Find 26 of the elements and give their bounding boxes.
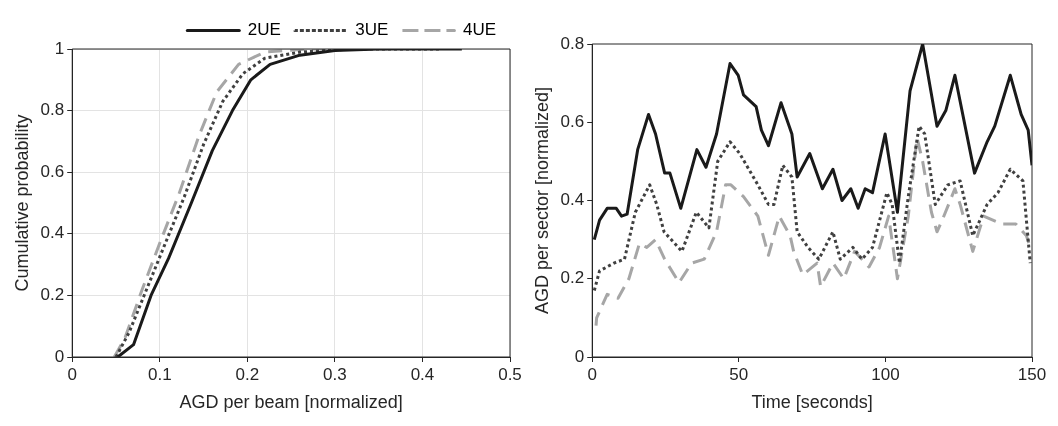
x-tick-label: 0.5 <box>498 364 522 384</box>
x-tick-label: 0.4 <box>410 364 435 384</box>
x-tick-label: 50 <box>729 364 749 384</box>
x-axis-title: AGD per beam [normalized] <box>179 392 403 413</box>
x-tick-label: 0.2 <box>235 364 260 384</box>
x-tick-label: 150 <box>1017 364 1047 384</box>
x-axis-title: Time [seconds] <box>751 392 873 413</box>
y-tick-label: 0.8 <box>40 100 65 120</box>
x-tick-label: 0.1 <box>147 364 172 384</box>
y-tick-label: 0.4 <box>40 223 65 243</box>
y-axis-title: AGD per sector [normalized] <box>531 86 552 315</box>
x-tick-label: 0.3 <box>323 364 347 384</box>
legend-label: 4UE <box>462 20 497 40</box>
y-tick-label: 0 <box>54 346 65 366</box>
y-tick-label: 1 <box>54 38 65 58</box>
y-tick-label: 0 <box>574 346 585 366</box>
x-tick-label: 100 <box>871 364 900 384</box>
legend-label: 2UE <box>247 20 281 40</box>
y-tick-label: 0.8 <box>560 33 585 53</box>
y-tick-label: 0.6 <box>560 111 585 131</box>
legend-label: 3UE <box>355 20 389 40</box>
y-axis-title: Cumulative probability <box>11 114 32 292</box>
y-tick-label: 0.2 <box>40 285 65 305</box>
y-tick-label: 0.6 <box>40 161 65 181</box>
y-tick-label: 0.4 <box>560 190 585 210</box>
y-tick-label: 0.2 <box>560 268 585 288</box>
